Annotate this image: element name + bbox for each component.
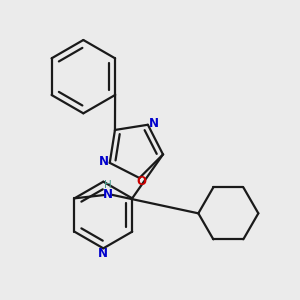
Text: N: N xyxy=(149,117,159,130)
Text: H: H xyxy=(104,180,112,190)
Text: O: O xyxy=(136,176,146,188)
Text: N: N xyxy=(98,247,108,260)
Text: N: N xyxy=(99,155,109,168)
Text: N: N xyxy=(103,188,113,202)
